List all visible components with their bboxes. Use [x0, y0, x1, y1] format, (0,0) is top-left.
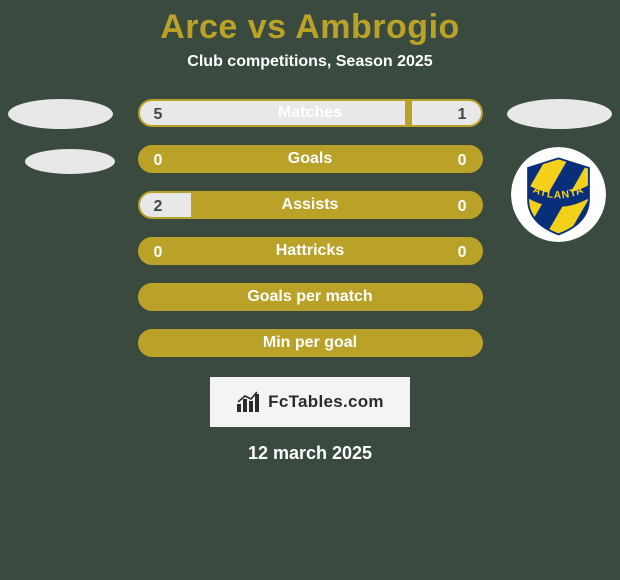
- stat-value-left: 5: [154, 101, 163, 129]
- stat-label: Assists: [282, 196, 339, 214]
- stat-row-assists: 2 Assists 0: [138, 191, 483, 219]
- stat-value-right: 0: [458, 239, 467, 267]
- club-crest-svg: ATLANTA: [511, 147, 606, 242]
- stat-row-goals-per-match: Goals per match: [138, 283, 483, 311]
- stat-rows: 5 Matches 1 0 Goals 0 2 Assists 0: [138, 99, 483, 357]
- stat-value-left: 2: [154, 193, 163, 221]
- stat-row-matches: 5 Matches 1: [138, 99, 483, 127]
- stat-bar-left: [140, 193, 191, 217]
- club-crest: ATLANTA: [511, 147, 606, 242]
- page-title: Arce vs Ambrogio: [0, 8, 620, 47]
- stat-value-right: 0: [458, 147, 467, 175]
- stat-label: Goals: [288, 150, 332, 168]
- stat-value-left: 0: [154, 147, 163, 175]
- stat-row-hattricks: 0 Hattricks 0: [138, 237, 483, 265]
- content: Arce vs Ambrogio Club competitions, Seas…: [0, 0, 620, 580]
- stat-value-right: 1: [458, 101, 467, 129]
- page-subtitle: Club competitions, Season 2025: [0, 53, 620, 71]
- stat-label: Hattricks: [276, 242, 344, 260]
- stat-bar-left: [140, 101, 406, 125]
- brand-logo: FcTables.com: [210, 377, 410, 427]
- brand-text: FcTables.com: [268, 392, 384, 412]
- stat-row-goals: 0 Goals 0: [138, 145, 483, 173]
- player-badge-left: [8, 99, 113, 129]
- stat-label: Matches: [278, 104, 342, 122]
- stat-label: Min per goal: [263, 334, 357, 352]
- date-label: 12 march 2025: [0, 443, 620, 464]
- stat-value-right: 0: [458, 193, 467, 221]
- stat-row-min-per-goal: Min per goal: [138, 329, 483, 357]
- stat-value-left: 0: [154, 239, 163, 267]
- stats-area: ATLANTA 5 Matches 1 0 Goals 0: [0, 99, 620, 464]
- chart-icon: [236, 391, 262, 413]
- stat-label: Goals per match: [247, 288, 372, 306]
- stat-bar-right: [412, 101, 480, 125]
- player-badge-left-2: [25, 149, 115, 174]
- player-badge-right: [507, 99, 612, 129]
